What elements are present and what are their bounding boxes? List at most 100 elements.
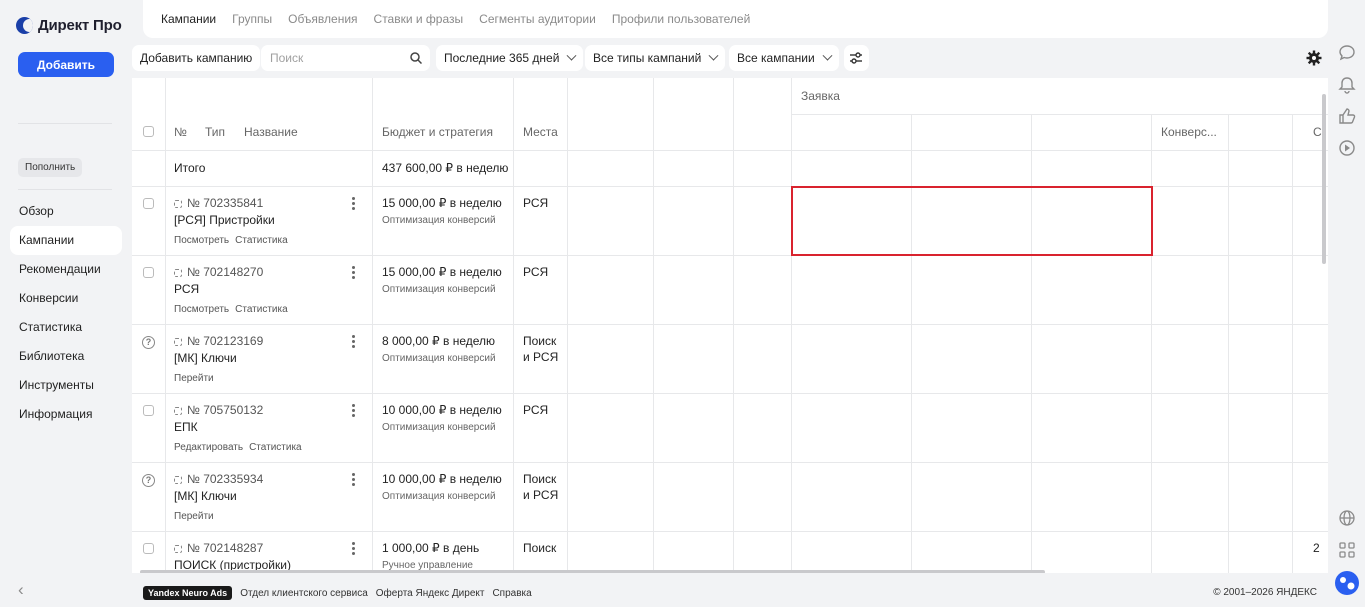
campaign-link[interactable]: Посмотреть	[174, 304, 230, 315]
select-all-checkbox[interactable]	[143, 126, 154, 137]
sidebar-item[interactable]: Библиотека	[19, 349, 85, 363]
more-menu-icon[interactable]	[352, 473, 356, 487]
help-icon[interactable]: ?	[142, 474, 155, 487]
dot	[352, 335, 355, 338]
sidebar-item[interactable]: Кампании	[10, 226, 122, 255]
campaign-places: Поиск	[523, 334, 557, 348]
campaigns-select[interactable]: Все кампании	[729, 45, 839, 71]
row-checkbox[interactable]	[143, 405, 154, 416]
campaign-name[interactable]: [МК] Ключи	[174, 351, 237, 365]
row-divider	[132, 186, 1328, 187]
sidebar-item[interactable]: Рекомендации	[19, 262, 101, 276]
column-header-places[interactable]: Места	[523, 125, 558, 139]
campaign-name[interactable]: [МК] Ключи	[174, 489, 237, 503]
campaign-name[interactable]: ПОИСК (пристройки)	[174, 558, 291, 572]
column-divider	[513, 78, 514, 573]
footer-link-help[interactable]: Справка	[492, 587, 532, 599]
tab-item[interactable]: Сегменты аудитории	[479, 12, 596, 26]
campaign-link[interactable]: Посмотреть	[174, 235, 230, 246]
more-menu-icon[interactable]	[352, 197, 356, 211]
vertical-scrollbar[interactable]	[1322, 94, 1326, 264]
brand-logo[interactable]: Директ Про	[16, 17, 122, 34]
thumbs-up-icon[interactable]	[1338, 107, 1356, 125]
row-divider	[132, 150, 1328, 151]
search-input[interactable]	[261, 45, 430, 71]
campaign-type-icon	[174, 199, 182, 208]
sidebar-item[interactable]: Статистика	[19, 320, 83, 334]
column-header-extra[interactable]: С	[1313, 125, 1322, 139]
avatar-icon[interactable]	[1334, 570, 1360, 596]
campaign-link[interactable]: Статистика	[235, 304, 288, 315]
sidebar-item[interactable]: Инструменты	[19, 378, 94, 392]
footer-link-offer[interactable]: Оферта Яндекс Директ	[375, 587, 485, 599]
more-menu-icon[interactable]	[352, 404, 356, 418]
campaign-id-text: № 702123169	[187, 334, 264, 348]
topup-button[interactable]: Пополнить	[18, 158, 83, 177]
tab-item[interactable]: Группы	[232, 12, 273, 26]
dot	[352, 271, 355, 274]
campaign-budget[interactable]: 15 000,00 ₽ в неделю	[382, 265, 502, 279]
campaign-budget[interactable]: 10 000,00 ₽ в неделю	[382, 472, 502, 486]
period-select[interactable]: Последние 365 дней	[436, 45, 584, 71]
campaign-link[interactable]: Статистика	[235, 235, 288, 246]
column-header-budget[interactable]: Бюджет и стратегия	[382, 125, 493, 139]
total-label: Итого	[174, 161, 206, 175]
neuro-ads-badge[interactable]: Yandex Neuro Ads	[143, 586, 233, 600]
column-divider	[1031, 114, 1032, 573]
campaign-places-2: и РСЯ	[523, 350, 559, 364]
columns-settings-button[interactable]	[844, 45, 869, 71]
column-header-conversions2[interactable]: Конверс...	[1161, 125, 1217, 139]
search-icon[interactable]	[410, 52, 422, 64]
column-header-num[interactable]: №	[174, 125, 187, 139]
column-divider	[1292, 114, 1293, 573]
play-icon[interactable]	[1338, 139, 1356, 157]
dot	[352, 197, 355, 200]
campaign-link[interactable]: Перейти	[174, 373, 214, 384]
column-header-name[interactable]: Название	[244, 125, 298, 139]
row-checkbox[interactable]	[143, 543, 154, 554]
brand-name: Директ Про	[38, 17, 122, 34]
help-icon[interactable]: ?	[142, 336, 155, 349]
more-menu-icon[interactable]	[352, 542, 356, 556]
tab-item[interactable]: Ставки и фразы	[373, 12, 464, 26]
bell-icon[interactable]	[1338, 76, 1356, 94]
total-budget: 437 600,00 ₽ в неделю	[382, 161, 509, 175]
row-divider	[132, 255, 1328, 256]
row-checkbox[interactable]	[143, 198, 154, 209]
sidebar-item[interactable]: Конверсии	[19, 291, 79, 305]
globe-icon[interactable]	[1338, 509, 1356, 527]
tab-item[interactable]: Профили пользователей	[611, 12, 751, 26]
campaign-link[interactable]: Редактировать	[174, 442, 244, 453]
add-campaign-button[interactable]: Добавить кампанию	[132, 45, 261, 71]
campaign-name[interactable]: ЕПК	[174, 420, 198, 434]
more-menu-icon[interactable]	[352, 266, 356, 280]
sidebar-item[interactable]: Информация	[19, 407, 93, 421]
campaign-types-select[interactable]: Все типы кампаний	[585, 45, 726, 71]
add-button[interactable]: Добавить	[18, 52, 114, 77]
horizontal-scrollbar[interactable]	[140, 570, 1045, 573]
footer-link-support[interactable]: Отдел клиентского сервиса	[240, 587, 368, 599]
campaign-budget[interactable]: 10 000,00 ₽ в неделю	[382, 403, 502, 417]
campaign-name[interactable]: РСЯ	[174, 282, 200, 296]
row-checkbox[interactable]	[143, 267, 154, 278]
campaign-budget[interactable]: 15 000,00 ₽ в неделю	[382, 196, 502, 210]
campaign-type-icon	[174, 337, 182, 346]
campaign-link[interactable]: Перейти	[174, 511, 214, 522]
gear-icon[interactable]	[1306, 50, 1322, 66]
more-menu-icon[interactable]	[352, 335, 356, 349]
campaign-budget[interactable]: 8 000,00 ₽ в неделю	[382, 334, 496, 348]
collapse-sidebar-icon[interactable]: ‹	[18, 580, 24, 599]
campaign-links: Перейти	[174, 508, 220, 522]
campaign-links: Посмотреть Статистика	[174, 301, 294, 315]
campaign-name[interactable]: [РСЯ] Пристройки	[174, 213, 275, 227]
tab-item[interactable]: Объявления	[288, 12, 358, 26]
campaign-budget[interactable]: 1 000,00 ₽ в день	[382, 541, 480, 555]
campaign-link[interactable]: Статистика	[249, 442, 302, 453]
campaign-type-icon	[174, 406, 182, 415]
tab-item[interactable]: Кампании	[161, 12, 217, 26]
sidebar-item[interactable]: Обзор	[19, 204, 54, 218]
apps-grid-icon[interactable]	[1338, 541, 1356, 559]
column-header-type[interactable]: Тип	[205, 125, 226, 139]
column-divider	[567, 78, 568, 573]
chat-icon[interactable]	[1338, 44, 1356, 62]
